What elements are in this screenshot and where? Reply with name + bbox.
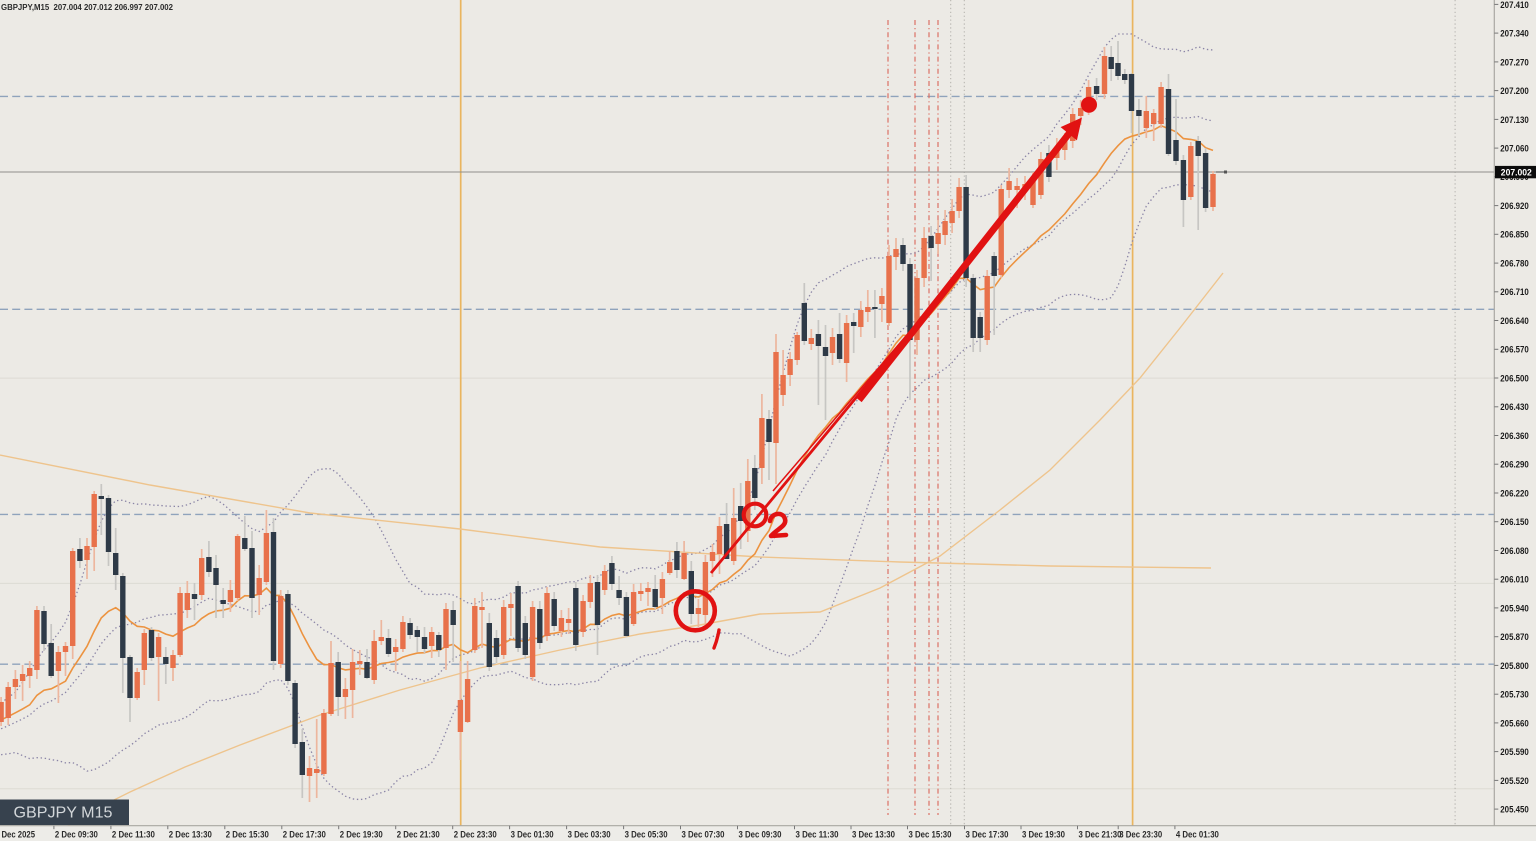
svg-text:2 Dec 17:30: 2 Dec 17:30: [283, 830, 326, 840]
svg-text:206.290: 206.290: [1500, 460, 1529, 470]
svg-text:3 Dec 23:30: 3 Dec 23:30: [1119, 830, 1162, 840]
svg-text:3 Dec 11:30: 3 Dec 11:30: [796, 830, 839, 840]
svg-text:205.520: 205.520: [1500, 776, 1529, 786]
svg-text:207.130: 207.130: [1500, 115, 1529, 125]
svg-text:2 Dec 2025: 2 Dec 2025: [0, 830, 35, 840]
svg-text:207.060: 207.060: [1500, 144, 1529, 154]
svg-text:2 Dec 11:30: 2 Dec 11:30: [112, 830, 155, 840]
svg-text:206.360: 206.360: [1500, 431, 1529, 441]
svg-text:206.010: 206.010: [1500, 575, 1529, 585]
svg-text:2 Dec 13:30: 2 Dec 13:30: [169, 830, 212, 840]
svg-text:206.780: 206.780: [1500, 259, 1529, 269]
svg-text:2 Dec 09:30: 2 Dec 09:30: [55, 830, 98, 840]
svg-text:207.340: 207.340: [1500, 29, 1529, 39]
svg-text:205.940: 205.940: [1500, 603, 1529, 613]
svg-text:GBPJPY M15: GBPJPY M15: [14, 805, 113, 822]
svg-text:206.430: 206.430: [1500, 402, 1529, 412]
svg-text:207.002: 207.002: [1501, 167, 1532, 178]
svg-text:3 Dec 01:30: 3 Dec 01:30: [511, 830, 554, 840]
svg-text:GBPJPY,M15 207.004 207.012 20: GBPJPY,M15 207.004 207.012 206.997 207.0…: [1, 2, 173, 12]
svg-text:207.200: 207.200: [1500, 86, 1529, 96]
svg-text:205.730: 205.730: [1500, 690, 1529, 700]
svg-text:206.150: 206.150: [1500, 517, 1529, 527]
svg-text:3 Dec 03:30: 3 Dec 03:30: [568, 830, 611, 840]
svg-text:205.800: 205.800: [1500, 661, 1529, 671]
svg-text:4 Dec 01:30: 4 Dec 01:30: [1176, 830, 1219, 840]
svg-text:3 Dec 13:30: 3 Dec 13:30: [852, 830, 895, 840]
svg-text:207.270: 207.270: [1500, 57, 1529, 67]
svg-text:3 Dec 09:30: 3 Dec 09:30: [739, 830, 782, 840]
svg-text:206.850: 206.850: [1500, 230, 1529, 240]
svg-text:206.220: 206.220: [1500, 488, 1529, 498]
svg-text:205.590: 205.590: [1500, 747, 1529, 757]
svg-text:205.450: 205.450: [1500, 805, 1529, 815]
svg-text:206.710: 206.710: [1500, 287, 1529, 297]
svg-text:206.920: 206.920: [1500, 201, 1529, 211]
svg-text:206.500: 206.500: [1500, 373, 1529, 383]
svg-text:205.870: 205.870: [1500, 632, 1529, 642]
svg-text:2 Dec 21:30: 2 Dec 21:30: [397, 830, 440, 840]
svg-text:206.080: 206.080: [1500, 546, 1529, 556]
svg-text:2 Dec 15:30: 2 Dec 15:30: [226, 830, 269, 840]
svg-text:3 Dec 17:30: 3 Dec 17:30: [966, 830, 1009, 840]
svg-text:207.410: 207.410: [1500, 0, 1529, 10]
svg-text:3 Dec 15:30: 3 Dec 15:30: [909, 830, 952, 840]
svg-text:3 Dec 07:30: 3 Dec 07:30: [682, 830, 725, 840]
svg-text:3 Dec 21:30: 3 Dec 21:30: [1079, 830, 1122, 840]
svg-text:2 Dec 23:30: 2 Dec 23:30: [454, 830, 497, 840]
svg-text:3 Dec 19:30: 3 Dec 19:30: [1022, 830, 1065, 840]
svg-text:2 Dec 19:30: 2 Dec 19:30: [340, 830, 383, 840]
svg-text:205.660: 205.660: [1500, 718, 1529, 728]
svg-text:3 Dec 05:30: 3 Dec 05:30: [625, 830, 668, 840]
svg-text:206.640: 206.640: [1500, 316, 1529, 326]
svg-text:206.570: 206.570: [1500, 345, 1529, 355]
